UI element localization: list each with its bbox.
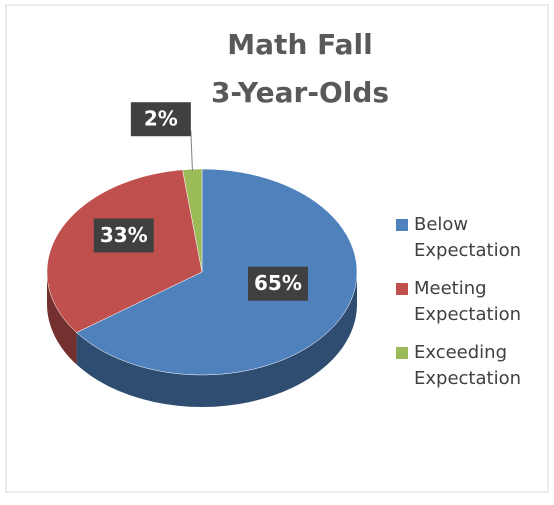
legend-label: Exceeding Expectation	[414, 342, 521, 389]
data-label-box	[130, 102, 191, 137]
legend: Below Expectation Meeting Expectation Exce…	[396, 212, 546, 404]
chart-title: 3-Year-Olds	[211, 76, 389, 109]
legend-item: Exceeding Expectation	[396, 340, 546, 392]
legend-label: Below Expectation	[414, 214, 521, 261]
slice-side	[76, 272, 358, 407]
data-label: 33%	[100, 223, 148, 247]
data-label: 2%	[144, 107, 178, 131]
chart-title: Math Fall	[227, 28, 372, 61]
legend-swatch	[396, 347, 408, 359]
legend-item: Meeting Expectation	[396, 276, 546, 328]
data-label: 65%	[254, 271, 302, 295]
data-label-box	[93, 218, 154, 253]
legend-swatch	[396, 219, 408, 231]
data-label-box	[247, 266, 308, 301]
legend-label: Meeting Expectation	[414, 278, 521, 325]
slice	[76, 168, 358, 376]
slice-side	[47, 272, 77, 365]
legend-swatch	[396, 283, 408, 295]
legend-item: Below Expectation	[396, 212, 546, 264]
